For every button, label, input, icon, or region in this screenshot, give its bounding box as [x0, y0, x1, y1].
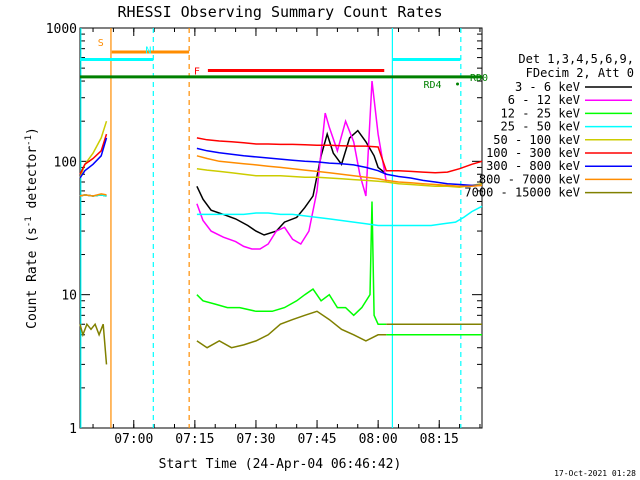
rd4-label: RD4	[424, 80, 442, 91]
series-line	[196, 205, 483, 227]
rd4-marker	[456, 82, 460, 86]
x-tick-label: 07:45	[297, 432, 336, 447]
series-line	[196, 201, 387, 325]
x-tick-labels: 07:00 07:15 07:30 07:45 08:00 08:15	[114, 432, 459, 447]
legend-entry-label: 12 - 25 keV	[501, 106, 580, 120]
series-line	[79, 137, 108, 179]
series-line	[196, 129, 387, 236]
y-label-sup1: -1	[24, 216, 34, 227]
y-label-main: Count Rate (s	[25, 227, 40, 329]
x-tick-label: 07:15	[175, 432, 214, 447]
plot-area	[79, 27, 483, 429]
legend-entry-label: 50 - 100 keV	[493, 133, 580, 147]
y-tick-label: 10	[61, 289, 77, 304]
legend-entry-label: 800 - 7000 keV	[479, 172, 580, 186]
legend-entry-label: 100 - 300 keV	[486, 146, 580, 160]
x-tick-label: 08:15	[420, 432, 459, 447]
flag-label: N	[145, 46, 151, 57]
flag-label: RD0	[470, 73, 488, 84]
series-line	[79, 193, 107, 197]
plot-frame	[79, 27, 483, 429]
timestamp: 17-Oct-2021 01:28	[554, 469, 636, 478]
legend-entry-label: 25 - 50 keV	[501, 120, 580, 134]
series-line	[196, 147, 482, 187]
series-layer	[79, 81, 483, 365]
series-line	[196, 310, 387, 349]
legend-header-line1: Det 1,3,4,5,6,9,	[518, 52, 634, 66]
x-tick-label: 07:30	[236, 432, 275, 447]
series-line	[196, 137, 483, 174]
y-tick-label: 1000	[46, 22, 77, 37]
legend-entry-label: 7000 - 15000 keV	[464, 186, 580, 200]
ticks	[80, 27, 482, 429]
chart-title: RHESSI Observing Summary Count Rates	[117, 3, 442, 21]
y-axis-label: Count Rate (s-1 detector-1)	[24, 127, 40, 329]
flag-label: S	[98, 38, 104, 49]
legend-entry-label: 300 - 800 keV	[486, 159, 580, 173]
series-line	[79, 133, 108, 175]
legend-header-line2: FDecim 2, Att 0	[526, 66, 634, 80]
x-tick-label: 08:00	[359, 432, 398, 447]
y-label-sup2: -1	[24, 135, 34, 146]
y-label-end: )	[25, 127, 40, 135]
flag-bars: S N F RD0 RD4	[80, 38, 488, 91]
y-tick-label: 100	[54, 155, 77, 170]
series-line	[79, 322, 108, 365]
x-tick-label: 07:00	[114, 432, 153, 447]
flag-label: F	[194, 67, 200, 78]
series-line	[196, 81, 388, 250]
x-axis-label: Start Time (24-Apr-04 06:46:42)	[159, 457, 402, 472]
legend-entry-label: 6 - 12 keV	[508, 93, 580, 107]
vertical-markers	[80, 28, 462, 428]
y-label-mid: detector	[25, 146, 40, 217]
series-line	[196, 167, 483, 188]
y-tick-label: 1	[69, 422, 77, 437]
legend-entry-label: 3 - 6 keV	[515, 80, 580, 94]
series-line	[196, 155, 483, 188]
y-tick-labels: 1 10 100 1000	[46, 22, 77, 437]
legend: Det 1,3,4,5,6,9, FDecim 2, Att 0 3 - 6 k…	[464, 52, 634, 200]
